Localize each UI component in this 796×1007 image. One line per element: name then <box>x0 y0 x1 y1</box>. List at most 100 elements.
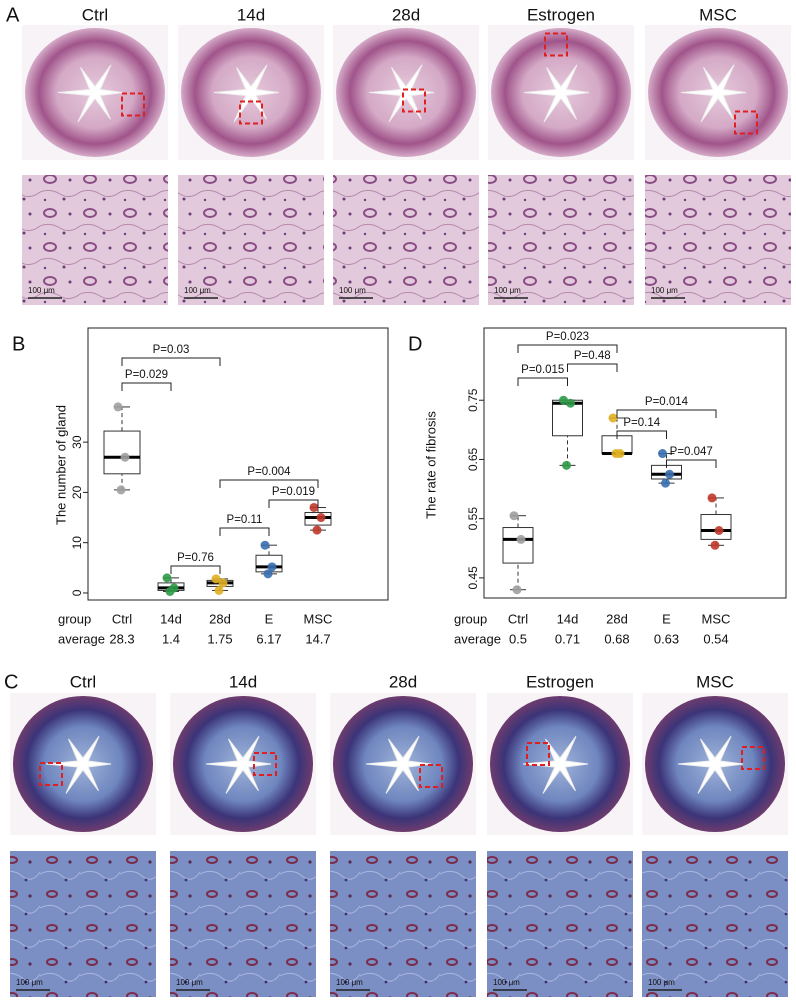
lumen <box>213 64 280 123</box>
y-tick-label: 0.65 <box>466 447 480 471</box>
y-tick-label: 0.75 <box>466 388 480 412</box>
significance-bracket <box>170 565 221 574</box>
p-value: P=0.11 <box>227 514 263 526</box>
average-value: 14.7 <box>305 631 330 646</box>
significance-bracket <box>666 459 717 468</box>
micrograph-zoom <box>10 851 156 997</box>
data-point <box>162 573 172 583</box>
group-label: group <box>454 611 487 626</box>
data-point <box>512 585 522 595</box>
y-tick-label: 10 <box>70 536 84 550</box>
box <box>103 430 141 475</box>
y-tick-label: 0.45 <box>466 566 480 590</box>
data-point <box>710 540 720 550</box>
data-point <box>608 413 618 423</box>
average-value: 6.17 <box>256 631 281 646</box>
zoom-box <box>419 764 443 788</box>
significance-bracket <box>219 479 319 488</box>
scale-bar-label: 100 μm <box>336 978 363 987</box>
data-point <box>707 493 717 503</box>
data-point <box>611 449 621 459</box>
data-point <box>665 469 674 479</box>
micrograph-zoom <box>333 175 479 305</box>
lumen <box>45 736 112 794</box>
p-value: P=0.015 <box>521 364 564 376</box>
group-label: group <box>58 611 91 626</box>
x-tick-label: Ctrl <box>112 611 132 626</box>
scale-bar-label: 100 μm <box>648 978 675 987</box>
x-tick-label: MSC <box>702 611 731 626</box>
column-header: 28d <box>389 672 417 691</box>
column-header: Estrogen <box>527 5 595 24</box>
average-value: 0.63 <box>654 631 679 646</box>
lumen <box>522 736 589 794</box>
data-point <box>214 585 224 595</box>
micrograph-zoom <box>487 851 633 997</box>
significance-bracket <box>121 382 172 391</box>
data-point <box>516 534 526 544</box>
p-value: P=0.03 <box>153 344 190 356</box>
significance-bracket <box>121 357 221 366</box>
panel-label: C <box>4 671 18 693</box>
x-tick-label: 14d <box>557 611 579 626</box>
column-header: Estrogen <box>526 672 594 691</box>
scale-bar-label: 100 μm <box>339 286 366 295</box>
lumen <box>365 736 432 794</box>
column-header: MSC <box>696 672 734 691</box>
y-tick-label: 20 <box>70 485 84 499</box>
data-point <box>658 449 667 459</box>
y-tick-label: 30 <box>70 435 84 449</box>
average-value: 1.4 <box>162 631 180 646</box>
average-label: average <box>58 631 105 646</box>
micrograph-zoom <box>22 175 168 305</box>
scale-bar-label: 100 μm <box>16 978 43 987</box>
column-header: MSC <box>699 5 737 24</box>
average-value: 28.3 <box>109 631 134 646</box>
p-value: P=0.76 <box>177 552 214 564</box>
micrograph-zoom <box>170 851 316 997</box>
data-point <box>316 513 326 523</box>
micrograph-zoom <box>645 175 791 305</box>
average-label: average <box>454 631 501 646</box>
data-point <box>113 402 123 412</box>
significance-bracket <box>616 409 717 418</box>
micrograph-zoom <box>488 175 634 305</box>
x-tick-label: Ctrl <box>508 611 528 626</box>
y-tick-label: 0 <box>70 589 84 596</box>
p-value: P=0.029 <box>125 369 168 381</box>
data-point <box>263 569 273 579</box>
zoom-box <box>402 88 426 113</box>
box <box>700 514 732 540</box>
x-tick-label: 28d <box>606 611 628 626</box>
data-point <box>267 562 277 572</box>
data-point <box>566 398 575 408</box>
plot-frame <box>483 327 787 599</box>
data-point <box>312 525 322 535</box>
micrograph-zoom <box>330 851 476 997</box>
significance-bracket <box>517 344 618 353</box>
zoom-box <box>741 746 765 770</box>
x-tick-label: MSC <box>304 611 333 626</box>
box <box>502 527 534 564</box>
significance-bracket <box>616 430 667 439</box>
lumen <box>523 64 590 123</box>
x-tick-label: E <box>265 611 274 626</box>
p-value: P=0.023 <box>546 331 589 343</box>
significance-bracket <box>268 499 319 508</box>
data-point <box>120 452 130 462</box>
zoom-box <box>526 742 550 766</box>
average-value: 0.54 <box>703 631 728 646</box>
scale-bar-label: 100 μm <box>176 978 203 987</box>
y-axis-label: The rate of fibrosis <box>423 411 438 519</box>
average-value: 0.71 <box>555 631 580 646</box>
scale-bar-label: 100 μm <box>184 286 211 295</box>
average-value: 1.75 <box>207 631 232 646</box>
data-point <box>509 511 519 521</box>
x-tick-label: E <box>662 611 671 626</box>
column-header: 28d <box>392 5 420 24</box>
significance-bracket <box>567 363 618 372</box>
p-value: P=0.48 <box>574 350 611 362</box>
zoom-box <box>239 100 263 125</box>
panel-label: A <box>6 4 20 26</box>
